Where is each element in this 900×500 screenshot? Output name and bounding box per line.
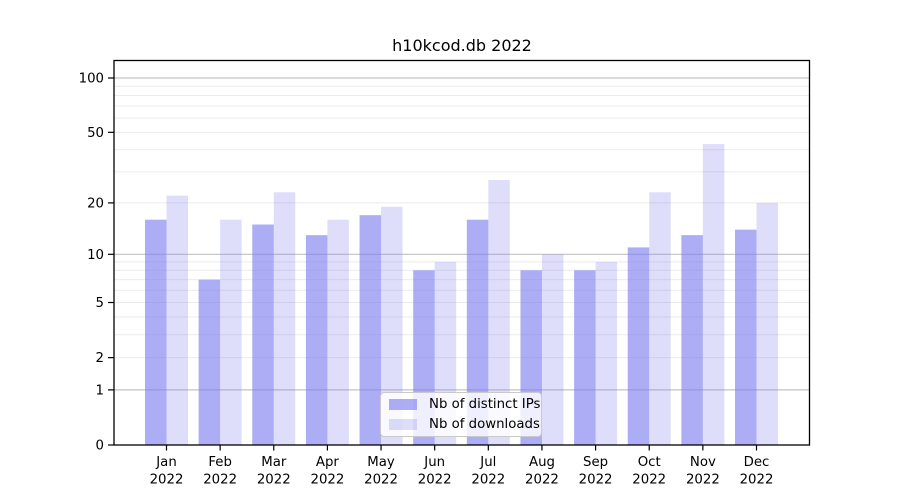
- x-tick-label-month: Apr: [316, 455, 340, 470]
- x-tick-label-year: 2022: [203, 473, 237, 488]
- x-tick-label-year: 2022: [418, 473, 452, 488]
- y-tick-label: 100: [79, 72, 104, 87]
- bar-1-Jan: [166, 195, 188, 445]
- y-tick-label: 20: [87, 196, 104, 211]
- x-tick-label-month: Dec: [744, 455, 770, 470]
- bar-1-May: [381, 206, 403, 445]
- bar-1-Jul: [488, 180, 510, 445]
- x-tick-label-year: 2022: [525, 473, 559, 488]
- bar-1-Dec: [756, 202, 778, 445]
- x-tick-label-month: Jan: [155, 455, 177, 470]
- bar-0-Jul: [466, 219, 489, 445]
- x-tick-label-month: Jul: [479, 455, 496, 470]
- legend-swatch-distinct-ips-icon: [389, 399, 417, 410]
- bar-1-Mar: [273, 192, 296, 445]
- bar-0-Oct: [627, 247, 650, 445]
- legend-item-downloads: Nb of downloads: [389, 417, 540, 432]
- bar-1-Nov: [702, 144, 725, 445]
- bar-0-May: [359, 215, 382, 445]
- bar-0-Jan: [145, 219, 167, 445]
- bar-0-Apr: [305, 235, 328, 445]
- legend-swatch-downloads-icon: [389, 419, 417, 430]
- x-tick-label-month: Sep: [583, 455, 608, 470]
- bar-0-Sep: [574, 270, 596, 445]
- x-tick-label-month: May: [367, 455, 395, 470]
- x-tick-label-year: 2022: [686, 473, 720, 488]
- x-tick-label-month: Oct: [638, 455, 661, 470]
- bar-0-Nov: [681, 235, 703, 445]
- bar-1-Oct: [649, 192, 671, 445]
- y-tick-label: 50: [87, 126, 104, 141]
- bar-0-Mar: [252, 224, 274, 445]
- legend: Nb of distinct IPs Nb of downloads: [380, 392, 542, 437]
- bar-1-Feb: [220, 219, 242, 445]
- y-tick-label: 0: [96, 439, 104, 454]
- x-tick-label-year: 2022: [364, 473, 398, 488]
- bar-0-Feb: [198, 279, 221, 445]
- legend-item-distinct-ips: Nb of distinct IPs: [389, 397, 540, 412]
- x-tick-label-year: 2022: [257, 473, 291, 488]
- bar-0-Dec: [735, 229, 757, 445]
- y-tick-label: 1: [96, 383, 104, 398]
- bar-1-Apr: [327, 219, 349, 445]
- x-tick-label-month: Aug: [529, 455, 555, 470]
- chart-title: h10kcod.db 2022: [392, 36, 532, 55]
- x-tick-label-year: 2022: [740, 473, 774, 488]
- y-tick-label: 10: [87, 248, 104, 263]
- x-tick-label-year: 2022: [632, 473, 666, 488]
- x-tick-label-year: 2022: [471, 473, 505, 488]
- x-tick-label-month: Jun: [423, 455, 445, 470]
- x-tick-label-year: 2022: [310, 473, 344, 488]
- x-tick-label-year: 2022: [579, 473, 613, 488]
- x-tick-label-month: Feb: [208, 455, 232, 470]
- legend-label-distinct-ips: Nb of distinct IPs: [429, 397, 541, 412]
- bar-1-Sep: [595, 261, 618, 445]
- legend-label-downloads: Nb of downloads: [429, 417, 540, 432]
- y-tick-label: 5: [96, 296, 104, 311]
- bar-1-Aug: [541, 254, 564, 445]
- x-tick-label-year: 2022: [150, 473, 184, 488]
- x-tick-label-month: Nov: [690, 455, 716, 470]
- y-tick-label: 2: [96, 351, 104, 366]
- x-tick-label-month: Mar: [261, 455, 287, 470]
- plot-border: [113, 59, 811, 446]
